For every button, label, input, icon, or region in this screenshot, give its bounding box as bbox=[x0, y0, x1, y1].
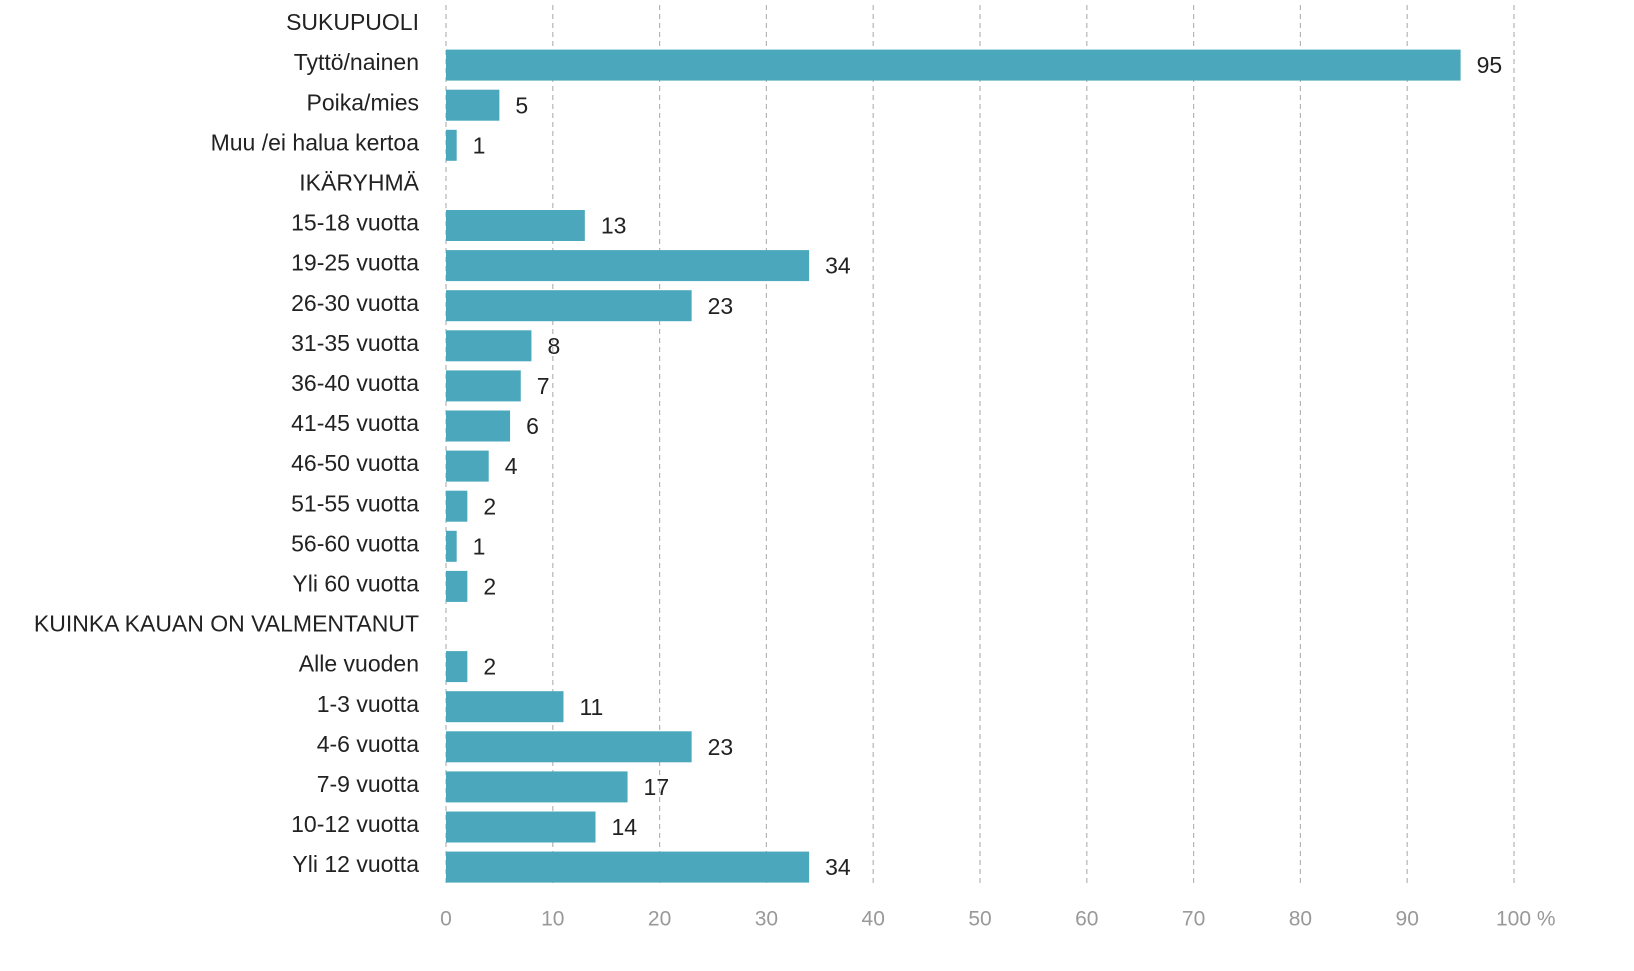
category-label: Alle vuoden bbox=[299, 651, 419, 677]
category-label: Yli 12 vuotta bbox=[292, 851, 419, 877]
data-label: 23 bbox=[708, 734, 734, 760]
category-label: SUKUPUOLI bbox=[286, 9, 419, 35]
category-label: 15-18 vuotta bbox=[291, 210, 419, 236]
x-tick-label: 50 bbox=[968, 908, 991, 931]
x-tick-label: 70 bbox=[1182, 908, 1205, 931]
data-label: 95 bbox=[1477, 52, 1503, 78]
data-label: 17 bbox=[644, 774, 670, 800]
category-label: 7-9 vuotta bbox=[317, 771, 419, 797]
bar bbox=[446, 851, 810, 883]
data-label: 13 bbox=[601, 213, 627, 239]
data-label: 14 bbox=[612, 814, 638, 840]
data-label: 7 bbox=[537, 373, 550, 399]
category-label: Muu /ei halua kertoa bbox=[211, 129, 420, 155]
bar bbox=[446, 570, 468, 602]
bar bbox=[446, 651, 468, 683]
category-label: 46-50 vuotta bbox=[291, 450, 419, 476]
bar bbox=[446, 49, 1461, 81]
bar bbox=[446, 731, 692, 763]
bar bbox=[446, 410, 511, 442]
bar bbox=[446, 89, 500, 121]
category-label: 41-45 vuotta bbox=[291, 410, 419, 436]
bar bbox=[446, 771, 628, 803]
data-label: 8 bbox=[547, 333, 560, 359]
category-label: IKÄRYHMÄ bbox=[299, 169, 419, 195]
data-label: 23 bbox=[708, 293, 734, 319]
category-label: 36-40 vuotta bbox=[291, 370, 419, 396]
data-label: 2 bbox=[483, 573, 496, 599]
x-tick-label: 0 bbox=[440, 908, 452, 931]
x-tick-label: 40 bbox=[862, 908, 885, 931]
data-label: 2 bbox=[483, 493, 496, 519]
x-tick-label: 30 bbox=[755, 908, 778, 931]
category-label: 31-35 vuotta bbox=[291, 330, 419, 356]
bar bbox=[446, 490, 468, 522]
x-tick-label: 10 bbox=[541, 908, 564, 931]
bar bbox=[446, 129, 457, 161]
category-label: 51-55 vuotta bbox=[291, 490, 419, 516]
category-label: Poika/mies bbox=[307, 89, 419, 115]
data-label: 2 bbox=[483, 654, 496, 680]
data-label: 1 bbox=[473, 132, 486, 158]
bar bbox=[446, 330, 532, 362]
x-tick-label: 60 bbox=[1075, 908, 1098, 931]
data-label: 34 bbox=[825, 253, 851, 279]
data-label: 11 bbox=[579, 694, 603, 720]
data-label: 1 bbox=[473, 533, 486, 559]
bar bbox=[446, 370, 521, 402]
bar bbox=[446, 250, 810, 282]
data-label: 34 bbox=[825, 854, 851, 880]
data-label: 6 bbox=[526, 413, 539, 439]
data-label: 4 bbox=[505, 453, 518, 479]
category-label: 10-12 vuotta bbox=[291, 811, 419, 837]
bar bbox=[446, 811, 596, 843]
category-label: 1-3 vuotta bbox=[317, 691, 419, 717]
x-tick-label: 90 bbox=[1396, 908, 1419, 931]
category-label: KUINKA KAUAN ON VALMENTANUT bbox=[34, 611, 419, 637]
category-label: 4-6 vuotta bbox=[317, 731, 419, 757]
bar bbox=[446, 290, 692, 322]
x-tick-label: 100 % bbox=[1496, 908, 1556, 931]
category-label: 56-60 vuotta bbox=[291, 530, 419, 556]
x-tick-label: 80 bbox=[1289, 908, 1312, 931]
bar bbox=[446, 210, 585, 241]
category-label: Tyttö/nainen bbox=[294, 49, 419, 75]
category-label: Yli 60 vuotta bbox=[292, 570, 419, 596]
data-label: 5 bbox=[515, 92, 528, 118]
bar bbox=[446, 450, 489, 482]
bar bbox=[446, 691, 564, 723]
category-label: 19-25 vuotta bbox=[291, 250, 419, 276]
bar bbox=[446, 530, 457, 562]
category-label: 26-30 vuotta bbox=[291, 290, 419, 316]
x-tick-label: 20 bbox=[648, 908, 671, 931]
